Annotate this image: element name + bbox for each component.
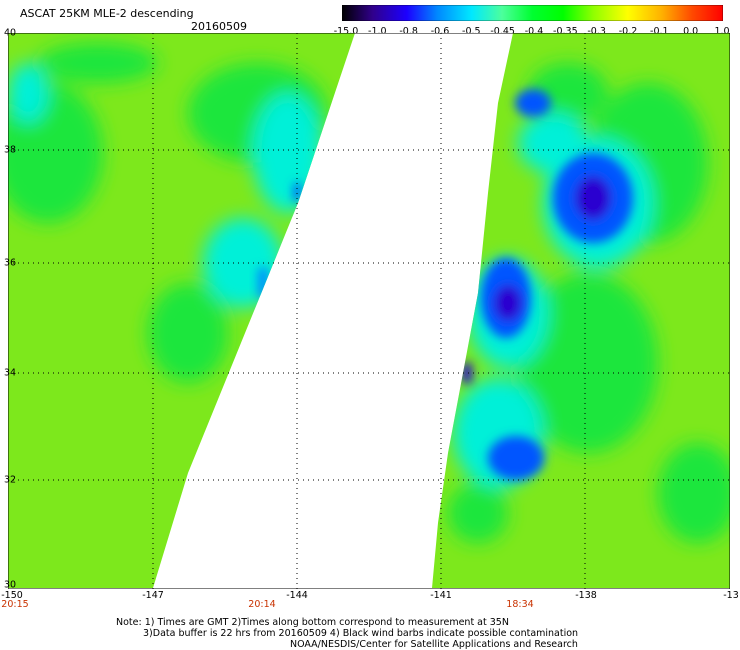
lon-label: -138	[575, 590, 597, 601]
colorbar-tick-label: -15.0	[333, 26, 359, 37]
lat-label: 32	[4, 474, 17, 486]
product-date: 20160509	[191, 20, 247, 33]
colorbar-tick-label: -1.0	[368, 26, 387, 37]
lat-label: 30	[4, 579, 17, 591]
colorbar-tick-label: -0.2	[618, 26, 638, 37]
lon-label: -150	[1, 590, 23, 601]
lon-label: -144	[286, 590, 308, 601]
colorbar-tick-label: 1.0	[714, 26, 730, 37]
colorbar-tick-label: -0.5	[462, 26, 481, 37]
colorbar-tick-label: -0.45	[490, 26, 515, 37]
colorbar-tick-label: 0.0	[683, 26, 699, 37]
scatterometer-map	[8, 33, 730, 589]
colorbar-tick-label: -0.6	[430, 26, 450, 37]
colorbar-tick-label: -0.3	[587, 26, 606, 37]
product-title: ASCAT 25KM MLE-2 descending	[20, 7, 194, 20]
colorbar-tick-label: -0.1	[650, 26, 669, 37]
colorbar	[342, 5, 723, 21]
colorbar-tick-label: -0.35	[553, 26, 578, 37]
time-label: 18:34	[506, 599, 534, 610]
colorbar-tick-label: -0.4	[524, 26, 544, 37]
lat-label: 38	[4, 144, 17, 156]
lon-label: -141	[430, 590, 452, 601]
note-line-3: NOAA/NESDIS/Center for Satellite Applica…	[290, 639, 578, 650]
lon-label: -147	[142, 590, 164, 601]
note-line-1: Note: 1) Times are GMT 2)Times along bot…	[116, 617, 509, 628]
time-label: 20:14	[248, 599, 276, 610]
lat-lon-grid	[8, 33, 730, 589]
lon-label: -13	[723, 590, 739, 601]
lat-label: 40	[4, 27, 17, 39]
lat-label: 36	[4, 257, 17, 269]
note-line-2: 3)Data buffer is 22 hrs from 20160509 4)…	[143, 628, 579, 639]
time-label: 20:15	[1, 599, 29, 610]
colorbar-tick-label: -0.8	[399, 26, 418, 37]
lat-label: 34	[4, 367, 17, 379]
